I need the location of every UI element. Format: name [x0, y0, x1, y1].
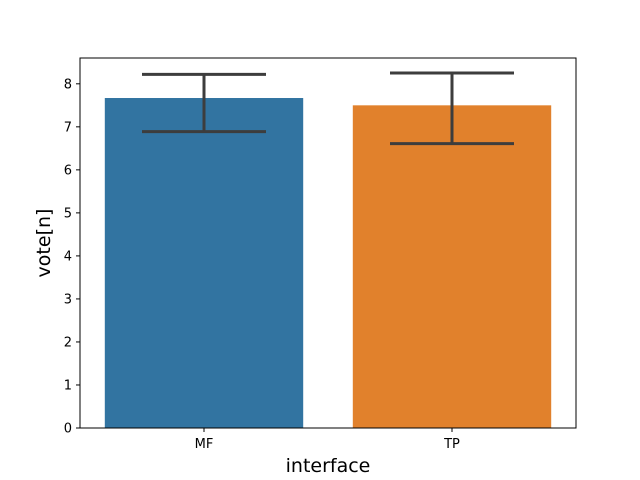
y-tick-label: 1	[64, 378, 72, 393]
y-axis-label: vote[n]	[33, 209, 55, 278]
y-tick-label: 3	[64, 292, 72, 307]
plot-frame	[79, 57, 577, 429]
y-tick-label: 0	[64, 422, 72, 437]
x-axis-ticks: MF TP	[195, 428, 460, 452]
x-tick-label: MF	[195, 437, 214, 452]
x-axis-label: interface	[286, 455, 371, 477]
y-tick-label: 8	[64, 77, 72, 92]
bar-tp	[352, 105, 552, 428]
y-tick-label: 2	[64, 335, 72, 350]
y-tick-label: 6	[64, 163, 72, 178]
bar-mf	[104, 98, 304, 428]
y-tick-label: 7	[64, 120, 72, 135]
y-axis-ticks: 0 1 2 3 4 5 6 7 8	[64, 77, 80, 437]
y-tick-label: 4	[64, 249, 72, 264]
x-tick-label: TP	[443, 437, 460, 452]
bars-group	[104, 98, 552, 428]
error-bars-group	[142, 71, 514, 146]
y-tick-label: 5	[64, 206, 72, 221]
